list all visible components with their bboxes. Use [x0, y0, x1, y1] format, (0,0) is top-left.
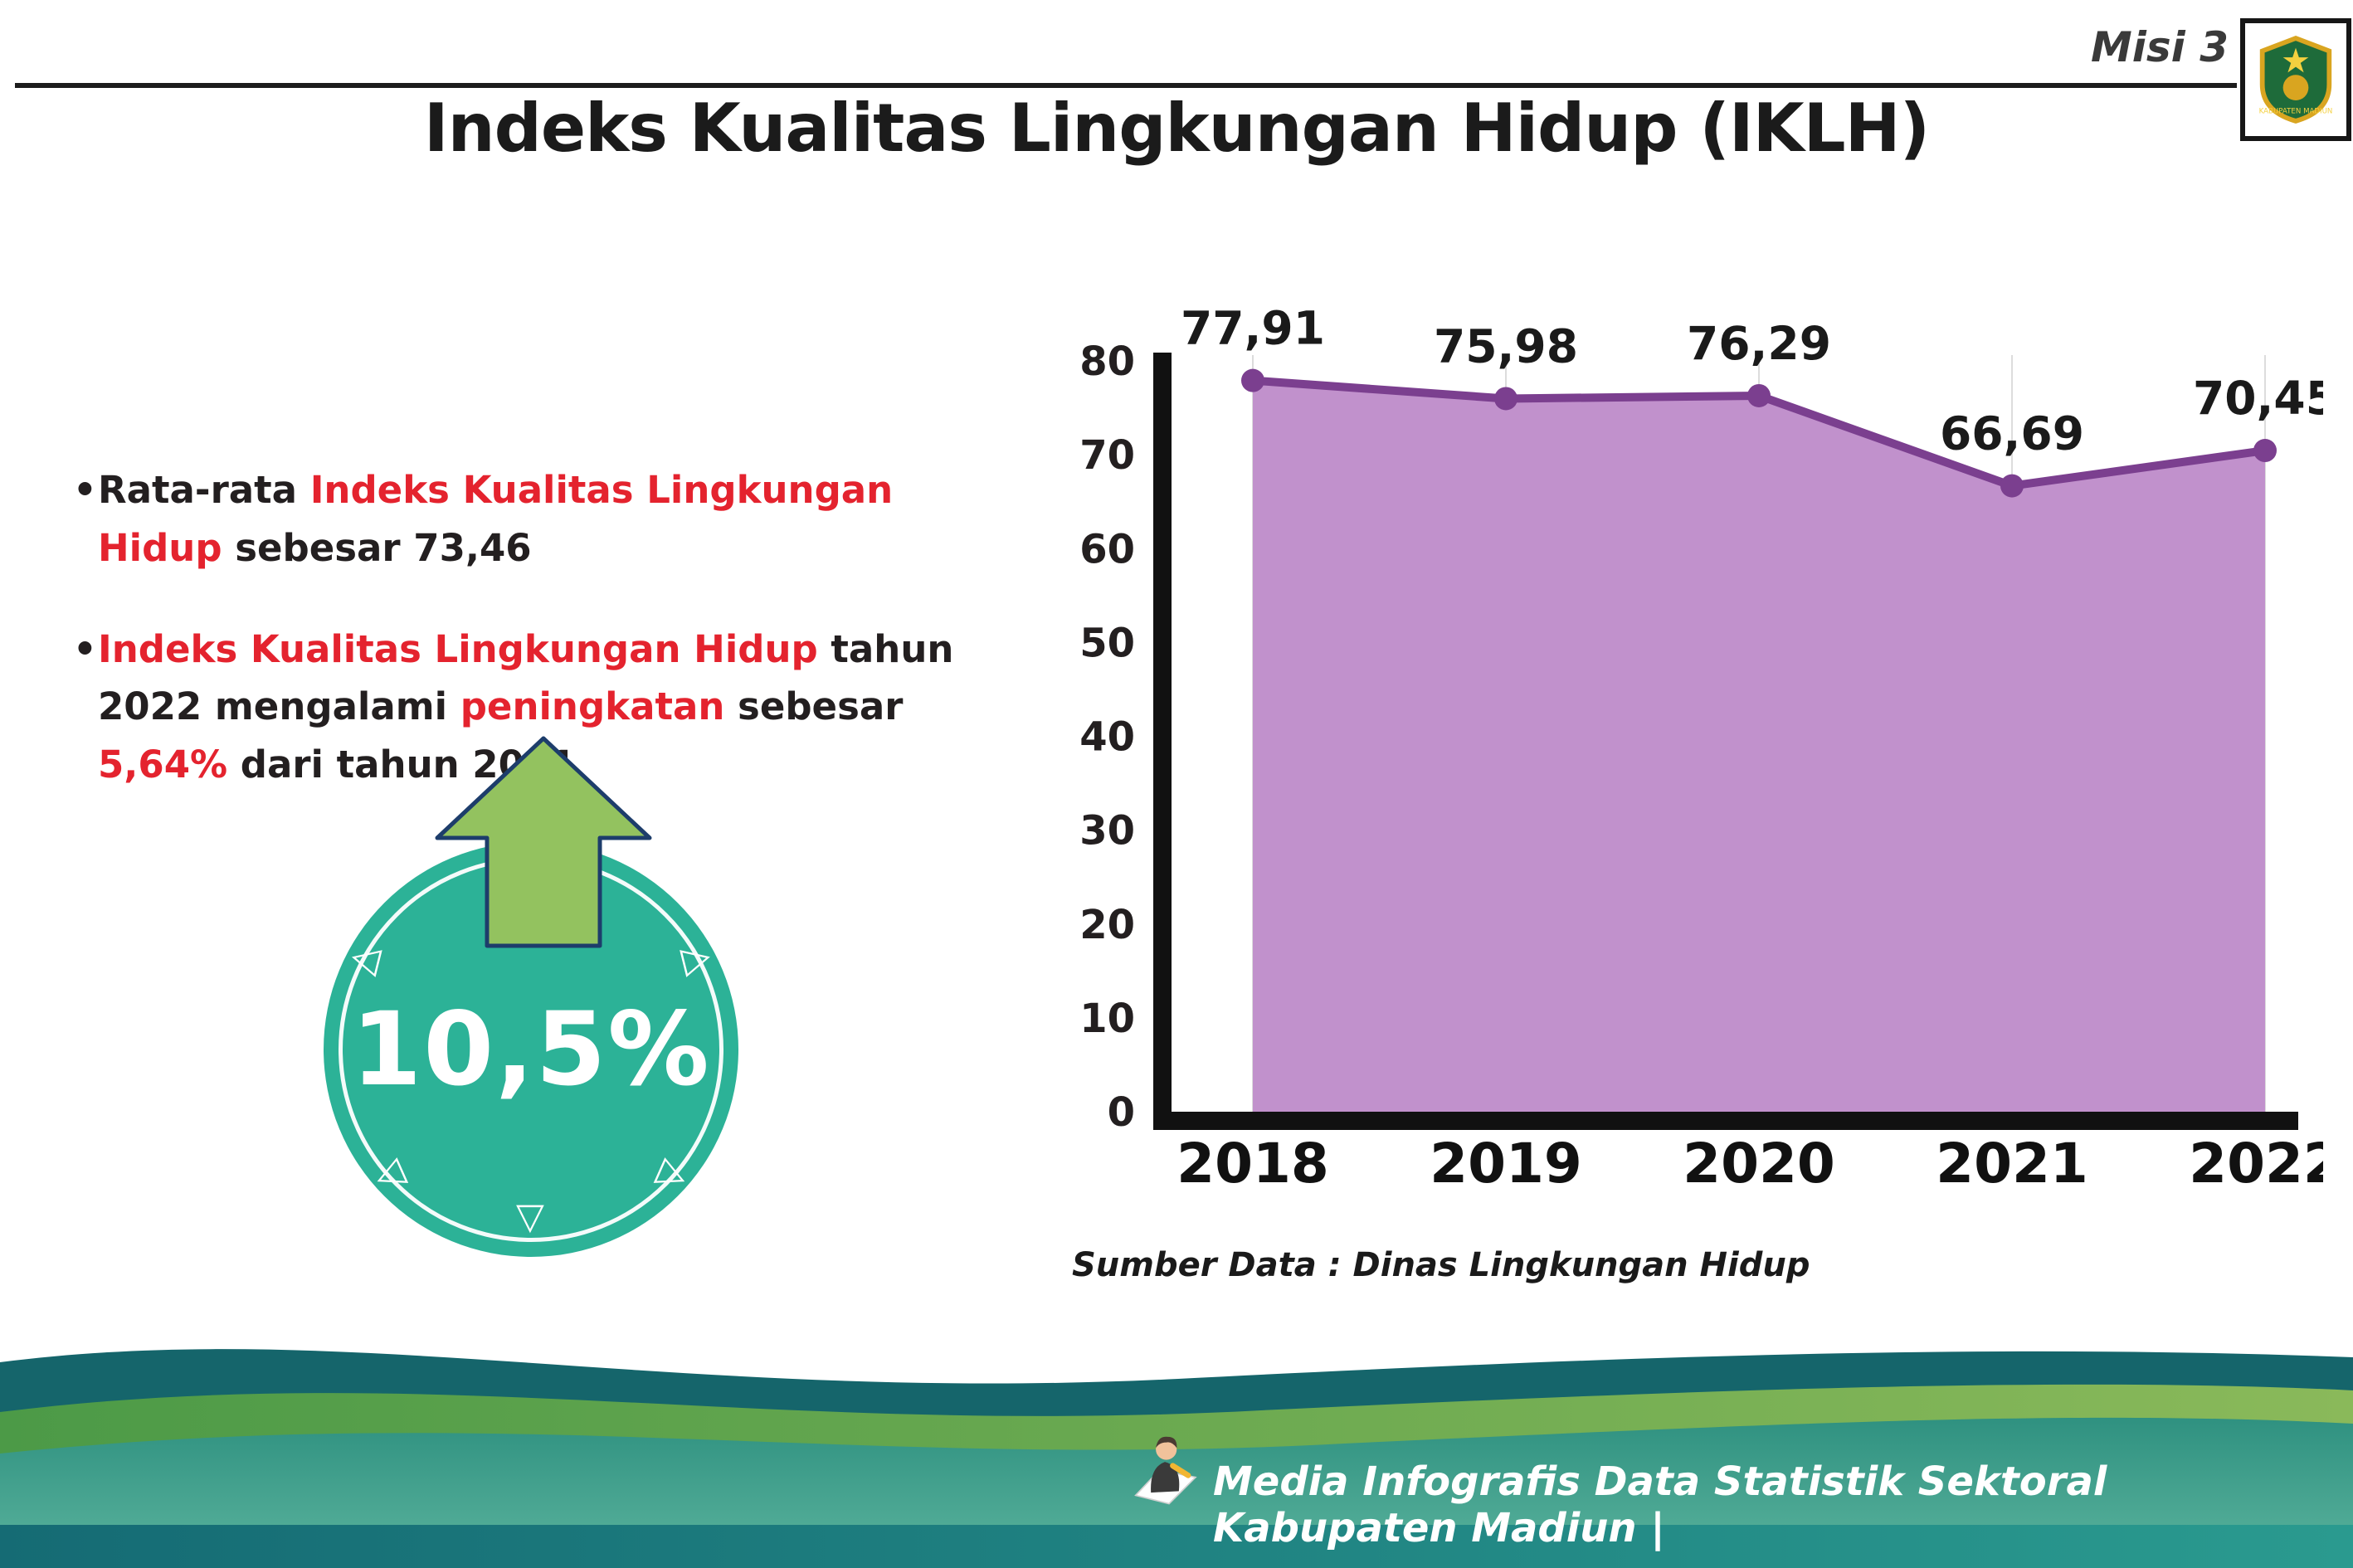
highlighted-text: peningkatan [460, 684, 725, 729]
highlighted-text: Indeks Kualitas Lingkungan Hidup [98, 468, 894, 570]
triangle-ornament: ▷ [651, 1148, 695, 1199]
svg-text:76,29: 76,29 [1687, 317, 1831, 370]
bullet-marker: • [73, 468, 97, 512]
triangle-ornament: ▽ [516, 1195, 544, 1238]
writer-mascot-icon [1134, 1436, 1197, 1505]
svg-text:30: 30 [1079, 808, 1135, 855]
svg-text:2022: 2022 [2189, 1132, 2323, 1195]
svg-text:80: 80 [1079, 338, 1135, 385]
bullet-item: • Rata-rata Indeks Kualitas Lingkungan Hi… [73, 461, 1027, 577]
highlighted-text: Indeks Kualitas Lingkungan Hidup [98, 626, 818, 671]
kabupaten-madiun-logo: KABUPATEN MADIUN [2240, 18, 2351, 141]
svg-text:KABUPATEN MADIUN: KABUPATEN MADIUN [2259, 107, 2333, 115]
plain-text: tahun 2022 mengalami [98, 626, 954, 729]
highlighted-text: 5,64% [98, 743, 228, 786]
header-rule [15, 83, 2237, 88]
page-title: Indeks Kualitas Lingkungan Hidup (IKLH) [423, 90, 1930, 167]
growth-percentage: 10,5% [351, 991, 711, 1108]
triangle-ornament: ◁ [347, 933, 385, 982]
bullet-item: • Indeks Kualitas Lingkungan Hidup tahun … [73, 621, 1027, 794]
plain-text: Rata-rata [98, 468, 310, 512]
svg-text:66,69: 66,69 [1940, 407, 2084, 460]
svg-text:77,91: 77,91 [1181, 302, 1325, 355]
svg-text:50: 50 [1079, 620, 1135, 666]
svg-text:10: 10 [1079, 996, 1135, 1042]
triangle-ornament: ▷ [677, 933, 715, 982]
svg-text:75,98: 75,98 [1434, 319, 1578, 373]
svg-text:20: 20 [1079, 902, 1135, 948]
svg-text:70: 70 [1079, 432, 1135, 479]
plain-text: sebesar 73,46 [222, 525, 532, 570]
svg-text:40: 40 [1079, 714, 1135, 761]
plain-text: sebesar [724, 684, 904, 729]
svg-text:2018: 2018 [1176, 1132, 1329, 1195]
bullet-list: • Rata-rata Indeks Kualitas Lingkungan Hi… [73, 461, 1027, 837]
svg-text:2021: 2021 [1936, 1132, 2088, 1195]
svg-text:0: 0 [1108, 1089, 1135, 1136]
footer-caption: Media Infografis Data Statistik Sektoral… [1213, 1458, 2107, 1551]
svg-text:70,45: 70,45 [2193, 372, 2323, 425]
svg-text:2020: 2020 [1683, 1132, 1835, 1195]
crest-icon: KABUPATEN MADIUN [2259, 35, 2333, 124]
up-arrow-icon [435, 736, 652, 948]
bullet-marker: • [73, 626, 97, 671]
misi-label: Misi 3 [2091, 23, 2229, 71]
source-note: Sumber Data : Dinas Lingkungan Hidup [1072, 1246, 1810, 1284]
iklh-area-chart: 0 10 20 30 40 50 60 70 80 2018 2019 2020 2021 2022 77,… [1079, 302, 2323, 1195]
svg-text:2019: 2019 [1430, 1132, 1582, 1195]
svg-text:60: 60 [1079, 526, 1135, 572]
triangle-ornament: ◁ [367, 1148, 411, 1199]
